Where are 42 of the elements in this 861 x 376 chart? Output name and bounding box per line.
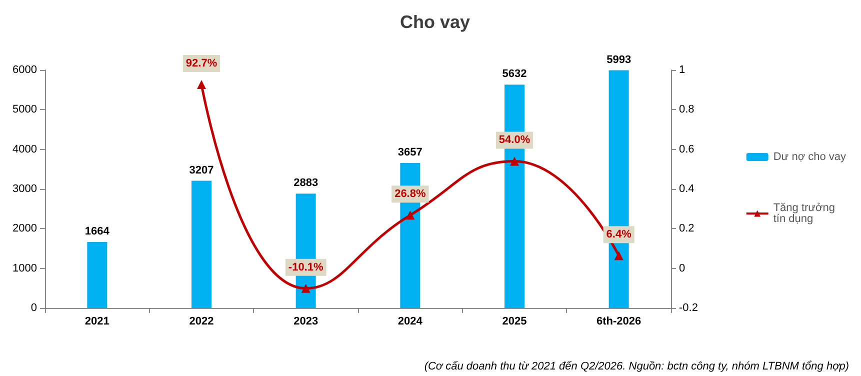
y-tick-label: 5000: [12, 104, 37, 116]
point: [301, 284, 310, 293]
y2-tick-label: 0.6: [679, 143, 694, 156]
y2-tick-label: 0: [679, 262, 686, 274]
point: [406, 210, 415, 220]
point: [197, 80, 206, 89]
x-tick-label: 2022: [189, 316, 214, 328]
point: [614, 251, 624, 260]
x-tick-label: 2025: [502, 316, 527, 328]
data-label: 3657: [398, 146, 422, 158]
text: (Cơ cấu doanh thu từ 2021 đến Q2/2026. Nguồn: bctn công ty, nhóm LTBNM tổng hợp): [424, 360, 850, 372]
y2-tick-label: 0.8: [679, 104, 694, 116]
y-tick-label: 0: [30, 302, 37, 314]
y2-tick-label: -0.2: [679, 302, 698, 314]
x-tick-label: 6th-2026: [596, 316, 642, 328]
y2-tick-label: 1: [679, 64, 686, 76]
data-label: 26.8%: [394, 188, 426, 200]
y2-tick-label: 0.4: [679, 183, 694, 195]
data-label: 1664: [84, 225, 110, 238]
y2-tick-label: 0.2: [679, 222, 694, 235]
data-label: 6.4%: [606, 228, 632, 241]
x-tick-label: 2024: [398, 316, 424, 328]
data-label: 92.7%: [186, 57, 218, 70]
y-tick-label: 4000: [12, 143, 37, 156]
chart-title: Cho vay: [400, 12, 470, 32]
bar: [192, 180, 212, 308]
legend-label: Dư nợ cho vay: [773, 151, 846, 163]
data-label: 5993: [606, 54, 632, 66]
data-label: -10.1%: [288, 261, 324, 274]
y-tick-label: 3000: [12, 183, 37, 195]
y-tick-label: 1000: [12, 262, 37, 274]
x-tick-label: 2023: [294, 316, 318, 328]
y-tick-label: 6000: [12, 64, 37, 76]
x-tick-label: 2021: [84, 316, 110, 328]
data-label: 3207: [189, 164, 214, 176]
bar: [87, 242, 108, 308]
y-tick-label: 2000: [12, 222, 37, 235]
point: [510, 156, 519, 166]
data-label: 54.0%: [498, 134, 530, 146]
legend-label: Tăng trưởng tín dụng: [773, 202, 838, 225]
data-label: 5632: [502, 68, 527, 80]
data-label: 2883: [294, 177, 318, 190]
